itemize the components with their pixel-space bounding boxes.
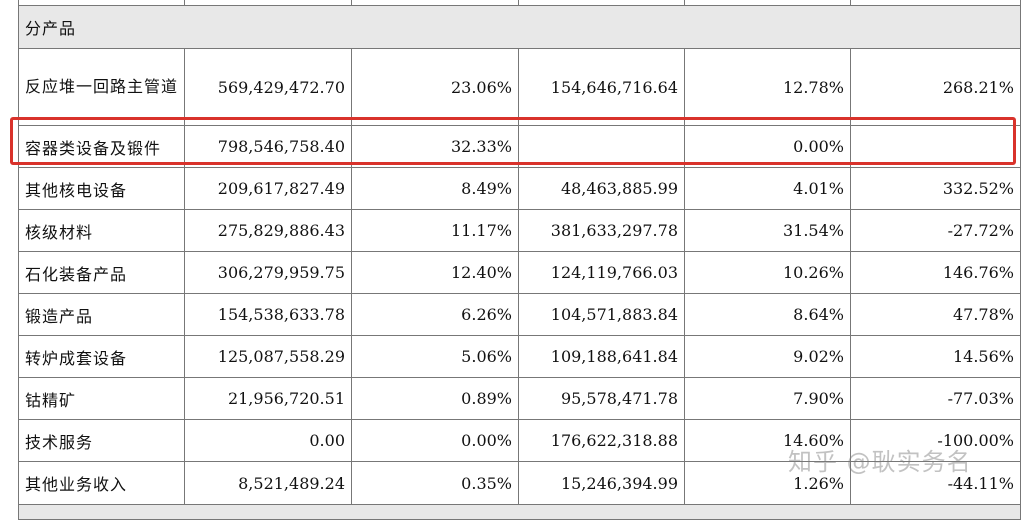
share-current: 12.40% xyxy=(351,251,519,294)
change-percent: 268.21% xyxy=(850,48,1021,126)
amount-prior: 109,188,641.84 xyxy=(518,335,685,378)
amount-current: 0.00 xyxy=(184,419,352,462)
product-name: 反应堆一回路主管道 xyxy=(18,48,185,126)
share-prior: 8.64% xyxy=(684,293,851,336)
table-row: 核级材料 275,829,886.43 11.17% 381,633,297.7… xyxy=(18,209,1021,252)
product-name: 石化装备产品 xyxy=(18,251,185,294)
table-row: 转炉成套设备 125,087,558.29 5.06% 109,188,641.… xyxy=(18,335,1021,378)
revenue-by-product-table: 分产品 反应堆一回路主管道 569,429,472.70 23.06% 154,… xyxy=(18,0,1021,520)
amount-current: 154,538,633.78 xyxy=(184,293,352,336)
amount-prior: 95,578,471.78 xyxy=(518,377,685,420)
share-prior: 7.90% xyxy=(684,377,851,420)
change-percent: 47.78% xyxy=(850,293,1021,336)
product-name: 容器类设备及锻件 xyxy=(18,125,185,168)
amount-prior: 15,246,394.99 xyxy=(518,461,685,505)
table-bottom-strip xyxy=(18,504,1021,520)
section-title: 分产品 xyxy=(18,5,1021,49)
share-prior: 1.26% xyxy=(684,461,851,505)
share-current: 11.17% xyxy=(351,209,519,252)
amount-prior: 48,463,885.99 xyxy=(518,167,685,210)
amount-prior: 381,633,297.78 xyxy=(518,209,685,252)
table-row: 石化装备产品 306,279,959.75 12.40% 124,119,766… xyxy=(18,251,1021,294)
share-prior: 14.60% xyxy=(684,419,851,462)
share-prior: 31.54% xyxy=(684,209,851,252)
table-row: 钴精矿 21,956,720.51 0.89% 95,578,471.78 7.… xyxy=(18,377,1021,420)
share-current: 0.35% xyxy=(351,461,519,505)
share-current: 32.33% xyxy=(351,125,519,168)
share-current: 0.00% xyxy=(351,419,519,462)
share-current: 23.06% xyxy=(351,48,519,126)
share-current: 5.06% xyxy=(351,335,519,378)
product-name: 钴精矿 xyxy=(18,377,185,420)
share-prior: 12.78% xyxy=(684,48,851,126)
amount-current: 125,087,558.29 xyxy=(184,335,352,378)
product-name: 其他业务收入 xyxy=(18,461,185,505)
revenue-table-container: 分产品 反应堆一回路主管道 569,429,472.70 23.06% 154,… xyxy=(18,0,1021,520)
share-prior: 0.00% xyxy=(684,125,851,168)
amount-current: 21,956,720.51 xyxy=(184,377,352,420)
amount-prior: 154,646,716.64 xyxy=(518,48,685,126)
amount-current: 8,521,489.24 xyxy=(184,461,352,505)
amount-prior: 124,119,766.03 xyxy=(518,251,685,294)
change-percent xyxy=(850,125,1021,168)
amount-prior xyxy=(518,125,685,168)
amount-current: 306,279,959.75 xyxy=(184,251,352,294)
watermark: 知乎 @耿实务名 xyxy=(788,448,972,476)
product-name: 核级材料 xyxy=(18,209,185,252)
change-percent: 332.52% xyxy=(850,167,1021,210)
share-prior: 4.01% xyxy=(684,167,851,210)
product-name: 其他核电设备 xyxy=(18,167,185,210)
table-row: 锻造产品 154,538,633.78 6.26% 104,571,883.84… xyxy=(18,293,1021,336)
product-name: 转炉成套设备 xyxy=(18,335,185,378)
amount-current: 209,617,827.49 xyxy=(184,167,352,210)
share-current: 0.89% xyxy=(351,377,519,420)
table-row: 反应堆一回路主管道 569,429,472.70 23.06% 154,646,… xyxy=(18,48,1021,126)
section-header-row: 分产品 xyxy=(18,5,1021,49)
amount-prior: 176,622,318.88 xyxy=(518,419,685,462)
change-percent: 14.56% xyxy=(850,335,1021,378)
amount-current: 569,429,472.70 xyxy=(184,48,352,126)
share-prior: 9.02% xyxy=(684,335,851,378)
highlight-box xyxy=(10,117,1016,165)
product-name: 锻造产品 xyxy=(18,293,185,336)
share-prior: 10.26% xyxy=(684,251,851,294)
table-row-highlighted: 容器类设备及锻件 798,546,758.40 32.33% 0.00% xyxy=(18,125,1021,168)
share-current: 6.26% xyxy=(351,293,519,336)
table-row: 技术服务 0.00 0.00% 176,622,318.88 14.60% -1… xyxy=(18,419,1021,462)
share-current: 8.49% xyxy=(351,167,519,210)
amount-prior: 104,571,883.84 xyxy=(518,293,685,336)
change-percent: 146.76% xyxy=(850,251,1021,294)
product-name: 技术服务 xyxy=(18,419,185,462)
change-percent: -27.72% xyxy=(850,209,1021,252)
table-row: 其他业务收入 8,521,489.24 0.35% 15,246,394.99 … xyxy=(18,461,1021,505)
change-percent: -77.03% xyxy=(850,377,1021,420)
table-row: 其他核电设备 209,617,827.49 8.49% 48,463,885.9… xyxy=(18,167,1021,210)
amount-current: 275,829,886.43 xyxy=(184,209,352,252)
